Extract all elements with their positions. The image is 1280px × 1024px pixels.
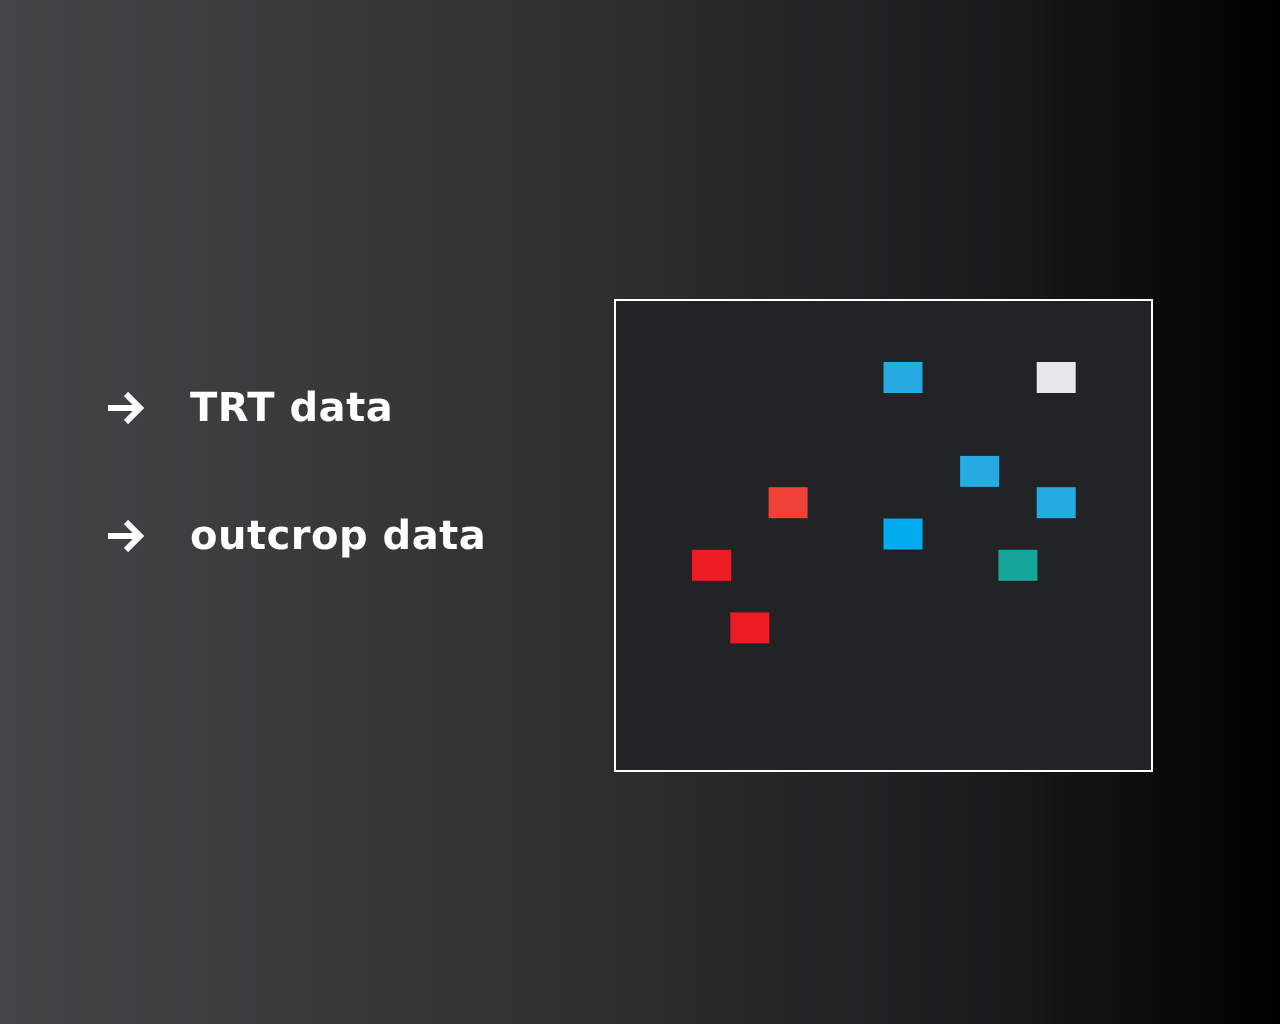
bullet-outcrop-data: outcrop data (104, 508, 486, 564)
bullet-label: outcrop data (190, 513, 487, 559)
marker-square-2 (1036, 362, 1076, 393)
marker-square-4 (768, 487, 808, 519)
marker-square-9 (730, 612, 770, 644)
marker-square-1 (883, 362, 923, 393)
arrow-right-icon (108, 391, 145, 425)
arrow-right-icon (108, 519, 145, 553)
bullet-label: TRT data (190, 385, 394, 431)
marker-square-3 (960, 455, 1000, 487)
marker-plot (692, 362, 1076, 644)
marker-square-7 (692, 549, 731, 581)
marker-square-8 (998, 549, 1038, 581)
marker-square-6 (883, 518, 923, 550)
marker-square-5 (1036, 487, 1076, 519)
diagram-panel (614, 299, 1153, 772)
bullet-trt-data: TRT data (104, 380, 393, 436)
